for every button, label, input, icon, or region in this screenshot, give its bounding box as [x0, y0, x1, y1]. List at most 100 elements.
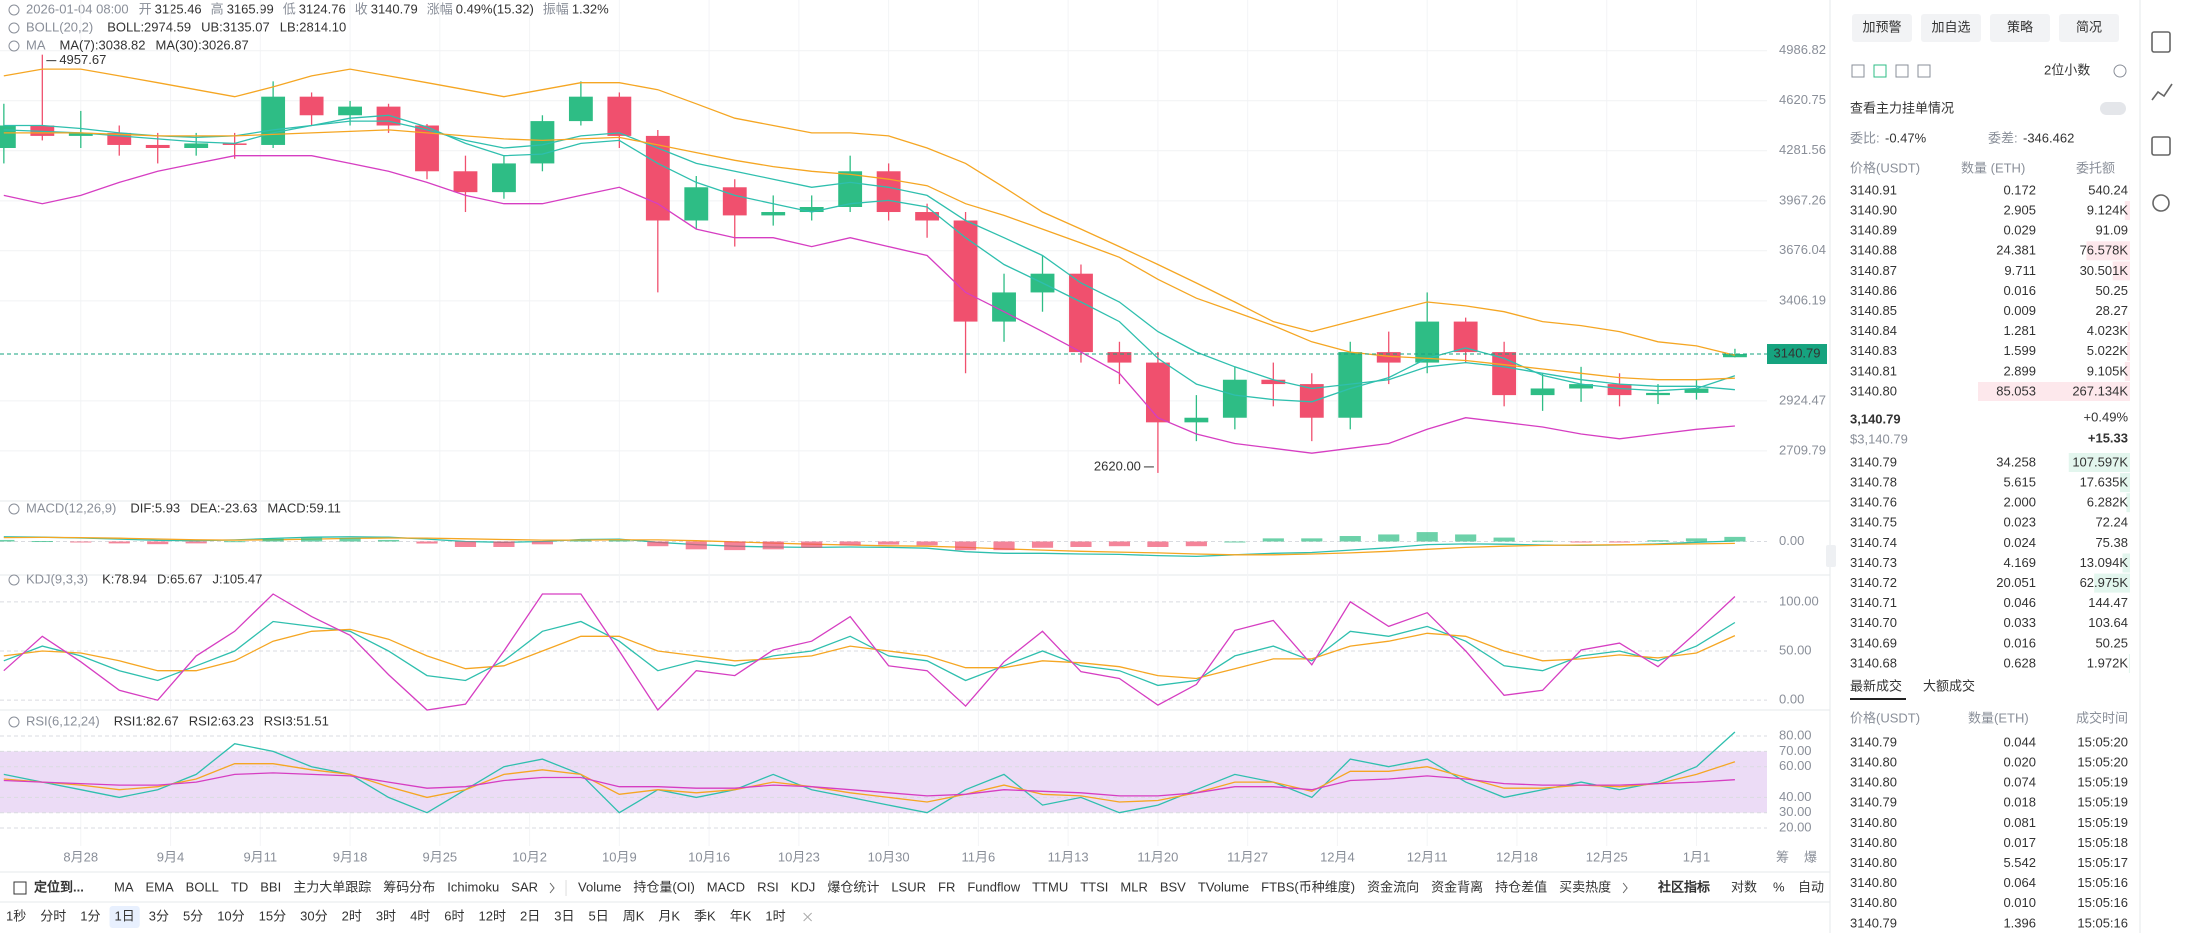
timeframe[interactable]: 月K — [658, 908, 680, 923]
indicator-button[interactable]: SAR — [511, 879, 538, 894]
book-price[interactable]: 3140.85 — [1850, 303, 1897, 318]
legend-entry[interactable]: DIF:5.93 — [130, 500, 180, 515]
timeframe[interactable]: 12时 — [479, 908, 506, 923]
book-price[interactable]: 3140.73 — [1850, 555, 1897, 570]
indicator-button[interactable]: EMA — [146, 879, 175, 894]
indicator-button[interactable]: LSUR — [891, 879, 926, 894]
indicator-button[interactable]: BSV — [1160, 879, 1186, 894]
timeframe[interactable]: 15分 — [259, 908, 286, 923]
book-price[interactable]: 3140.89 — [1850, 223, 1897, 238]
axis-button[interactable]: 筹 — [1776, 849, 1789, 864]
timeframe[interactable]: 1秒 — [6, 908, 26, 923]
timeframe[interactable]: 3分 — [149, 908, 169, 923]
legend-entry[interactable]: RSI1:82.67 — [114, 713, 179, 728]
book-price[interactable]: 3140.70 — [1850, 615, 1897, 630]
percent-toggle[interactable]: % — [1773, 879, 1785, 894]
book-price[interactable]: 3140.91 — [1850, 182, 1897, 197]
book-price[interactable]: 3140.90 — [1850, 203, 1897, 218]
toggle[interactable] — [2100, 102, 2126, 115]
timeframe[interactable]: 1分 — [80, 908, 100, 923]
locate[interactable]: 定位到... — [33, 879, 84, 894]
book-price[interactable]: 3140.68 — [1850, 655, 1897, 670]
button-label[interactable]: 简况 — [2076, 19, 2102, 34]
button-label[interactable]: 加自选 — [1931, 19, 1970, 34]
icon[interactable] — [1895, 64, 1909, 78]
button[interactable] — [2059, 14, 2119, 42]
indicator-button[interactable]: BOLL — [186, 879, 219, 894]
timeframe[interactable]: 分时 — [40, 908, 66, 923]
book-price[interactable]: 3140.71 — [1850, 595, 1897, 610]
icon[interactable] — [13, 881, 27, 895]
indicator-button[interactable]: RSI — [757, 879, 779, 894]
icon[interactable] — [2151, 136, 2171, 156]
book-price[interactable]: 3140.83 — [1850, 343, 1897, 358]
close-icon[interactable] — [803, 912, 812, 922]
timeframe[interactable]: 5日 — [588, 908, 608, 923]
log-toggle[interactable]: 对数 — [1731, 879, 1757, 894]
book-price[interactable]: 3140.86 — [1850, 283, 1897, 298]
tab[interactable]: 最新成交 — [1850, 678, 1902, 693]
indicator-button[interactable]: KDJ — [791, 879, 816, 894]
book-price[interactable]: 3140.74 — [1850, 535, 1897, 550]
indicator-button[interactable]: Fundflow — [967, 879, 1020, 894]
timeframe[interactable]: 3时 — [376, 908, 396, 923]
book-price[interactable]: 3140.75 — [1850, 515, 1897, 530]
timeframe[interactable]: 30分 — [300, 908, 327, 923]
timeframe[interactable]: 2时 — [342, 908, 362, 923]
tab[interactable]: 大额成交 — [1923, 678, 1975, 693]
legend-entry[interactable]: MACD:59.11 — [267, 500, 340, 515]
legend-entry[interactable]: LB:2814.10 — [280, 19, 347, 34]
button[interactable] — [1921, 14, 1981, 42]
book-price[interactable]: 3140.87 — [1850, 263, 1897, 278]
legend-entry[interactable]: K:78.94 — [102, 571, 147, 586]
timeframe[interactable]: 10分 — [217, 908, 244, 923]
timeframe[interactable]: 周K — [623, 908, 645, 923]
legend-entry[interactable]: D:65.67 — [157, 571, 203, 586]
indicator-button[interactable]: Volume — [578, 879, 621, 894]
button-label[interactable]: 策略 — [2007, 19, 2033, 34]
button[interactable] — [1990, 14, 2050, 42]
legend-entry[interactable]: J:105.47 — [213, 571, 263, 586]
button[interactable] — [1852, 14, 1912, 42]
indicator-button[interactable]: FR — [938, 879, 955, 894]
legend-entry[interactable]: DEA:-23.63 — [190, 500, 257, 515]
precision[interactable]: 2位小数 — [2044, 62, 2090, 77]
legend-entry[interactable]: RSI3:51.51 — [264, 713, 329, 728]
icon[interactable] — [2113, 64, 2127, 78]
legend-entry[interactable]: UB:3135.07 — [201, 19, 270, 34]
book-price[interactable]: 3140.72 — [1850, 575, 1897, 590]
book-price[interactable]: 3140.79 — [1850, 454, 1897, 469]
book-price[interactable]: 3140.88 — [1850, 243, 1897, 258]
axis-button[interactable]: 爆 — [1804, 849, 1817, 864]
indicator-button[interactable]: Ichimoku — [447, 879, 499, 894]
indicator-button[interactable]: TTMU — [1032, 879, 1068, 894]
icon[interactable] — [2151, 83, 2173, 101]
legend-entry[interactable]: RSI2:63.23 — [189, 713, 254, 728]
timeframe[interactable]: 1时 — [765, 908, 785, 923]
book-price[interactable]: 3140.81 — [1850, 363, 1897, 378]
book-price[interactable]: 3140.84 — [1850, 323, 1897, 338]
auto-toggle[interactable]: 自动 — [1798, 879, 1824, 894]
timeframe[interactable]: 3日 — [554, 908, 574, 923]
icon[interactable] — [1917, 64, 1931, 78]
timeframe[interactable]: 季K — [694, 908, 716, 923]
book-price[interactable]: 3140.78 — [1850, 475, 1897, 490]
indicator-button[interactable]: 主力大单跟踪 — [293, 879, 371, 894]
book-price[interactable]: 3140.76 — [1850, 495, 1897, 510]
community[interactable]: 社区指标 — [1657, 879, 1710, 894]
indicator-button[interactable]: 爆仓统计 — [827, 879, 879, 894]
indicator-button[interactable]: BBI — [260, 879, 281, 894]
legend-entry[interactable]: BOLL:2974.59 — [107, 19, 191, 34]
indicator-button[interactable]: MACD — [707, 879, 745, 894]
indicator-button[interactable]: 买卖热度 — [1559, 879, 1611, 894]
indicator-button[interactable]: 持仓差值 — [1495, 879, 1547, 894]
collapse-button[interactable] — [1826, 545, 1836, 567]
timeframe[interactable]: 6时 — [444, 908, 464, 923]
icon[interactable] — [2151, 31, 2171, 53]
indicator-button[interactable]: MA — [114, 879, 134, 894]
timeframe[interactable]: 1日 — [114, 908, 134, 923]
icon[interactable] — [1851, 64, 1865, 78]
indicator-button[interactable]: 筹码分布 — [383, 879, 435, 894]
book-price[interactable]: 3140.80 — [1850, 383, 1897, 398]
book-price[interactable]: 3140.69 — [1850, 635, 1897, 650]
